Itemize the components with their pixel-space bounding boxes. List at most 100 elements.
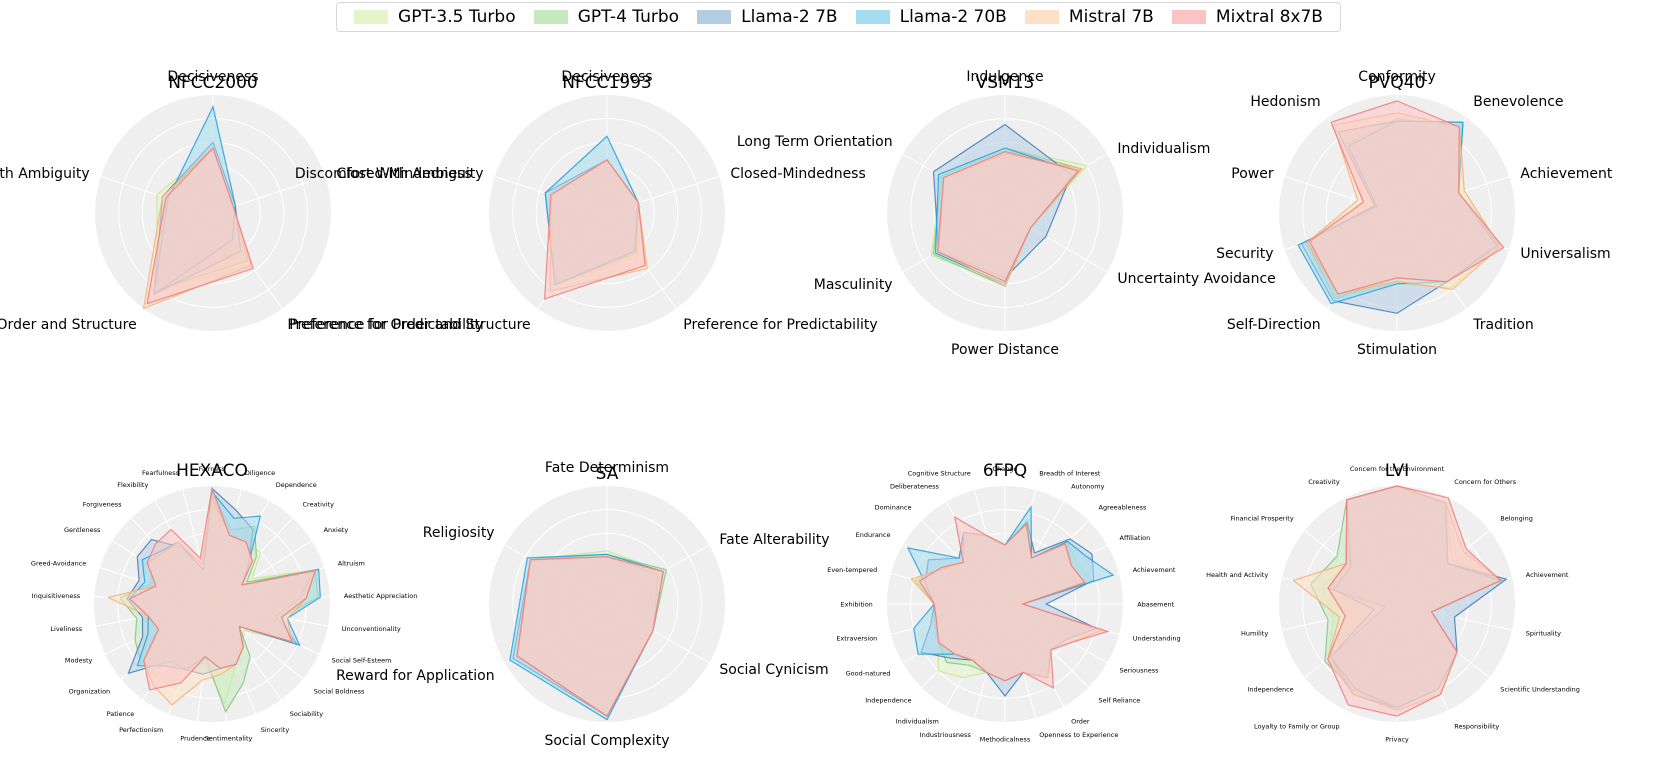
radar-chart-title: LVI — [1385, 461, 1409, 481]
radar-axis-label: Discomfort with Ambiguity — [0, 166, 90, 182]
radar-axis-label: Benevolence — [1473, 94, 1563, 110]
radar-series-mixtral-8x7b — [146, 146, 254, 305]
radar-axis-label: Independence — [865, 697, 911, 705]
legend-entry: Llama-2 70B — [855, 7, 1007, 27]
radar-axis-label: Creativity — [303, 501, 335, 509]
radar-axis-label: Patience — [107, 710, 135, 718]
radar-axis-label: Achievement — [1133, 566, 1176, 574]
radar-axis-label: Sentimentality — [205, 734, 253, 742]
radar-axis-label: Indulgence — [966, 69, 1043, 85]
legend-label: GPT-4 Turbo — [577, 7, 680, 27]
legend-entry: GPT-4 Turbo — [533, 7, 680, 27]
radar-axis-label: Openness to Experience — [1039, 731, 1118, 739]
radar-axis-label: Scientific Understanding — [1500, 686, 1580, 694]
radar-axis-label: Achievement — [1520, 166, 1612, 182]
legend-label: Llama-2 70B — [899, 7, 1007, 27]
radar-axis-label: Diligence — [245, 469, 275, 477]
radar-axis-label: Affiliation — [1120, 534, 1151, 542]
radar-axis-label: Social Complexity — [544, 733, 669, 749]
radar-series-mixtral-8x7b — [936, 150, 1080, 283]
legend-entry: Mistral 7B — [1024, 7, 1154, 27]
radar-axis-label: Extraversion — [836, 635, 877, 643]
radar-axis-label: Social Cynicism — [719, 662, 828, 678]
radar-axis-label: Preference for Predictability — [683, 317, 877, 333]
radar-axis-label: Altruism — [338, 559, 365, 567]
radar-axis-label: Abasement — [1137, 600, 1174, 608]
radar-axis-label: Responsibility — [1454, 722, 1499, 730]
radar-axis-label: Change — [993, 465, 1018, 473]
radar-axis-label: Belonging — [1500, 515, 1533, 523]
radar-chart-6fpq: Change Breadth of Interest Autonomy Agreeab… — [827, 461, 1180, 743]
legend-label: Llama-2 7B — [741, 7, 838, 27]
radar-axis-label: Liveliness — [50, 625, 82, 633]
legend-entry: GPT-3.5 Turbo — [354, 7, 516, 27]
radar-axis-label: Anxiety — [324, 526, 349, 534]
legend-swatch — [855, 10, 890, 24]
radar-axis-label: Even-tempered — [827, 566, 877, 574]
radar-axis-label: Gentleness — [64, 526, 101, 534]
radar-axis-label: Reward for Application — [336, 668, 495, 684]
radar-axis-label: Dominance — [875, 504, 912, 512]
legend-entry: Llama-2 7B — [697, 7, 838, 27]
radar-series-mixtral-8x7b — [1308, 100, 1505, 295]
radar-axis-label: Uncertainty Avoidance — [1117, 271, 1275, 287]
radar-axis-label: Power Distance — [951, 342, 1059, 358]
radar-axis-label: Closed-Mindedness — [336, 166, 471, 182]
radar-axis-label: Social Boldness — [314, 687, 365, 695]
radar-axis-label: Cognitive Structure — [908, 469, 971, 477]
legend-swatch — [1024, 10, 1059, 24]
legend-swatch — [354, 10, 389, 24]
radar-axis-label: Loyalty to Family or Group — [1254, 722, 1340, 730]
radar-series-mixtral-8x7b — [918, 515, 1110, 689]
legend-label: GPT-3.5 Turbo — [398, 7, 516, 27]
radar-axis-label: Endurance — [856, 531, 891, 539]
radar-axis-label: Humility — [1241, 630, 1268, 638]
radar-axis-label: Fearfulness — [142, 469, 180, 477]
radar-axis-label: Methodicalness — [980, 735, 1031, 743]
radar-series-mixtral-8x7b — [128, 486, 317, 691]
radar-axis-label: Independence — [1247, 686, 1293, 694]
radar-axis-label: Financial Prosperity — [1230, 515, 1293, 523]
radar-axis-label: Good-natured — [846, 669, 891, 677]
radar-axis-label: Stimulation — [1357, 342, 1437, 358]
radar-axis-label: Masculinity — [814, 277, 893, 293]
radar-axis-label: Inquisitiveness — [32, 592, 81, 600]
radar-axis-label: Sincerity — [261, 726, 290, 734]
legend-swatch — [1171, 10, 1206, 24]
radar-axis-label: Industriousness — [920, 731, 972, 739]
legend-label: Mistral 7B — [1068, 7, 1154, 27]
radar-axis-label: Conformity — [1358, 69, 1436, 85]
radar-axis-label: Individualism — [1117, 141, 1210, 157]
radar-axis-label: Decisiveness — [561, 69, 652, 85]
radar-axis-label: Perfectionism — [119, 726, 163, 734]
radar-axis-label: Power — [1231, 166, 1274, 182]
radar-chart-pvq40: Conformity Benevolence Achievement Universa… — [1216, 69, 1613, 358]
radar-axis-label: Preference for Predictability — [289, 317, 483, 333]
radar-axis-label: Deliberateness — [890, 483, 939, 491]
radar-chart-vsm13: Indulgence Individualism Uncertainty Avoid… — [737, 69, 1276, 358]
radar-axis-label: Concern for the Environment — [1350, 465, 1445, 473]
radar-axis-label: Preference for Order and Structure — [0, 317, 137, 333]
radar-axis-label: Hedonism — [1250, 94, 1320, 110]
radar-axis-label: Discomfort With Ambiguity — [295, 166, 484, 182]
radar-axis-label: Agreeableness — [1099, 504, 1148, 512]
radar-axis-label: Closed-Mindedness — [730, 166, 865, 182]
radar-axis-label: Social Self-Esteem — [332, 657, 392, 665]
radar-chart-sa: Fate Determinism Fate Alterability Social … — [336, 460, 829, 749]
radar-chart-title: NFCC2000 — [168, 73, 258, 93]
radar-axis-label: Fate Determinism — [545, 460, 669, 476]
radar-axis-label: Flexibility — [117, 481, 148, 489]
radar-axis-label: Fate Alterability — [719, 532, 829, 548]
radar-axis-label: Individualism — [896, 718, 939, 726]
legend-label: Mixtral 8x7B — [1215, 7, 1323, 27]
radar-chart-title: PVQ40 — [1369, 73, 1426, 93]
radar-axis-label: Modesty — [65, 657, 93, 665]
radar-chart-nfcc1993: Decisiveness Closed-Mindedness Preference … — [287, 69, 877, 333]
radar-axis-label: Aesthetic Appreciation — [344, 592, 417, 600]
radar-chart-title: SA — [596, 464, 619, 484]
radar-axis-label: Forgiveness — [83, 501, 122, 509]
radar-axis-label: Universalism — [1520, 246, 1610, 262]
radar-series-mixtral-8x7b — [1327, 485, 1502, 717]
